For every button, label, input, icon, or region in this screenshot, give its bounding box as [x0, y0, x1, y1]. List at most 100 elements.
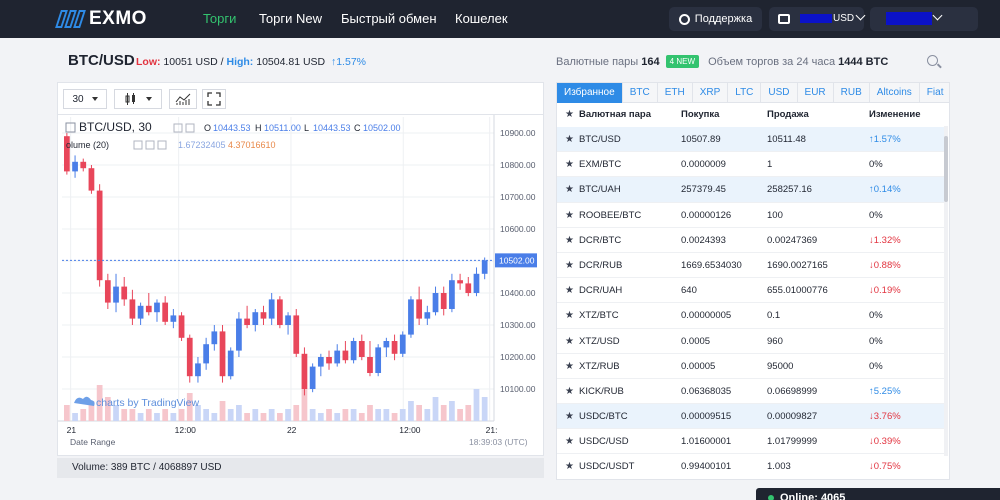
- pair-row[interactable]: ★ KICK/RUB 0.06368035 0.06698999 ↑5.25%: [557, 379, 945, 405]
- change-percent: 0%: [869, 209, 883, 221]
- favorite-star-icon[interactable]: ★: [565, 335, 574, 347]
- tab-ltc[interactable]: LTC: [728, 83, 762, 103]
- candle-body: [244, 318, 250, 325]
- pair-row[interactable]: ★ XTZ/RUB 0.00005 95000 0%: [557, 354, 945, 379]
- pair-row[interactable]: ★ BTC/USD 10507.89 10511.48 ↑1.57%: [557, 127, 945, 153]
- pair-row[interactable]: ★ XTZ/USD 0.0005 960 0%: [557, 329, 945, 354]
- favorite-star-icon[interactable]: ★: [565, 310, 574, 322]
- indicators-button[interactable]: [169, 89, 197, 109]
- buy-price: 0.0000009: [681, 159, 726, 171]
- online-count: Online: 4065: [780, 492, 846, 500]
- support-button[interactable]: Поддержка: [669, 7, 762, 31]
- volume-bar: [219, 401, 226, 421]
- candle-body: [416, 299, 423, 319]
- nav-trade[interactable]: Торги: [203, 11, 237, 26]
- top-nav-bar: EXMO Торги Торги New Быстрый обмен Кошел…: [0, 0, 1000, 38]
- pair-row[interactable]: ★ USDC/USDT 0.99400101 1.003 ↓0.75%: [557, 454, 945, 479]
- sell-price: 1.01799999: [767, 436, 818, 448]
- col-change-header[interactable]: Изменение: [869, 109, 921, 120]
- pair-row[interactable]: ★ BTC/UAH 257379.45 258257.16 ↑0.14%: [557, 177, 945, 203]
- legend-symbol: BTC/USD, 30: [79, 120, 152, 134]
- favorite-star-icon[interactable]: ★: [565, 259, 574, 271]
- volume-bar: [309, 409, 316, 421]
- favorite-star-icon[interactable]: ★: [565, 159, 574, 171]
- favorite-star-icon[interactable]: ★: [565, 234, 574, 246]
- pair-row[interactable]: ★ EXM/BTC 0.0000009 1 0%: [557, 152, 945, 178]
- pair-row[interactable]: ★ ROOBEE/BTC 0.00000126 100 0%: [557, 203, 945, 228]
- tab-rub[interactable]: RUB: [834, 83, 870, 103]
- candle-body: [137, 305, 144, 319]
- logo-text: EXMO: [89, 8, 147, 29]
- tab-btc[interactable]: BTC: [623, 83, 658, 103]
- pair-row[interactable]: ★ XTZ/BTC 0.00000005 0.1 0%: [557, 303, 945, 329]
- candle-body: [88, 168, 95, 191]
- interval-select[interactable]: 30: [63, 89, 107, 109]
- col-buy-header[interactable]: Покупка: [681, 109, 720, 120]
- col-sell-header[interactable]: Продажа: [767, 109, 809, 120]
- candlestick-chart[interactable]: 10900.0010800.0010700.0010600.0010500.00…: [58, 115, 543, 455]
- tab-eth[interactable]: ETH: [658, 83, 693, 103]
- change-percent: 0%: [869, 360, 883, 372]
- sell-price: 95000: [767, 360, 794, 372]
- new-badge[interactable]: 4 NEW: [665, 55, 700, 68]
- candle-body: [80, 161, 87, 169]
- change-value: ↑1.57%: [330, 56, 366, 68]
- volume-bar: [293, 405, 300, 421]
- tab-xrp[interactable]: XRP: [693, 83, 729, 103]
- pairs-scroll-thumb[interactable]: [944, 136, 948, 202]
- sell-price: 960: [767, 335, 783, 347]
- redacted-username: [886, 12, 932, 25]
- pair-row[interactable]: ★ USDC/BTC 0.00009515 0.00009827 ↓3.76%: [557, 404, 945, 430]
- volume-bar: [391, 413, 398, 421]
- tab-usd[interactable]: USD: [761, 83, 798, 103]
- fullscreen-button[interactable]: [202, 89, 226, 109]
- favorite-star-icon[interactable]: ★: [565, 209, 574, 221]
- pair-row[interactable]: ★ DCR/UAH 640 655.01000776 ↓0.19%: [557, 278, 945, 304]
- candle-body: [481, 260, 488, 274]
- change-percent: ↑0.14%: [869, 184, 901, 196]
- buy-price: 0.0024393: [681, 234, 726, 246]
- volume-bar: [367, 405, 373, 421]
- favorite-star-icon[interactable]: ★: [565, 385, 574, 397]
- nav-quick-exchange[interactable]: Быстрый обмен: [341, 11, 437, 26]
- pair-row[interactable]: ★ DCR/RUB 1669.6534030 1690.0027165 ↓0.88%: [557, 253, 945, 279]
- chart-type-select[interactable]: [114, 89, 162, 109]
- buy-price: 0.00000005: [681, 310, 732, 322]
- x-tick-label: 21: [67, 425, 77, 435]
- tradingview-cloud-icon: [74, 396, 95, 406]
- favorite-star-icon[interactable]: ★: [565, 461, 574, 473]
- tab-избранное[interactable]: Избранное: [557, 83, 623, 103]
- pair-row[interactable]: ★ DCR/BTC 0.0024393 0.00247369 ↓1.32%: [557, 228, 945, 253]
- candle-body: [64, 136, 70, 172]
- tab-altcoins[interactable]: Altcoins: [870, 83, 920, 103]
- candle-body: [317, 357, 324, 367]
- search-icon[interactable]: [927, 55, 938, 66]
- pair-name: ROOBEE/BTC: [579, 209, 642, 221]
- candle-body: [104, 280, 111, 303]
- col-pair-header[interactable]: Валютная пара: [579, 109, 652, 120]
- favorite-star-icon[interactable]: ★: [565, 411, 574, 423]
- candle-body: [383, 341, 390, 348]
- buy-price: 0.00000126: [681, 209, 732, 221]
- nav-trade-new[interactable]: Торги New: [259, 11, 323, 26]
- exmo-logo[interactable]: EXMO: [55, 8, 147, 30]
- sell-price: 258257.16: [767, 184, 812, 196]
- favorite-star-icon[interactable]: ★: [565, 184, 574, 196]
- volume-bar: [334, 413, 341, 421]
- change-percent: ↓3.76%: [869, 411, 901, 423]
- volume-legend-label: olume (20): [66, 140, 109, 150]
- favorite-star-icon[interactable]: ★: [565, 285, 574, 297]
- favorite-star-icon[interactable]: ★: [565, 360, 574, 372]
- pair-row[interactable]: ★ USDC/USD 1.01600001 1.01799999 ↓0.39%: [557, 429, 945, 455]
- sell-price: 0.00009827: [767, 411, 818, 423]
- favorite-star-icon[interactable]: ★: [565, 134, 574, 145]
- chart-toolbar: 30: [58, 83, 543, 115]
- x-tick-label: 22: [287, 425, 297, 435]
- tab-fiat[interactable]: Fiat: [920, 83, 949, 103]
- pairs-scrollbar[interactable]: [944, 126, 948, 456]
- nav-wallet[interactable]: Кошелек: [455, 11, 508, 26]
- volume-bar: [244, 413, 250, 421]
- change-percent: ↑5.25%: [869, 385, 901, 397]
- tab-eur[interactable]: EUR: [798, 83, 834, 103]
- favorite-star-icon[interactable]: ★: [565, 436, 574, 448]
